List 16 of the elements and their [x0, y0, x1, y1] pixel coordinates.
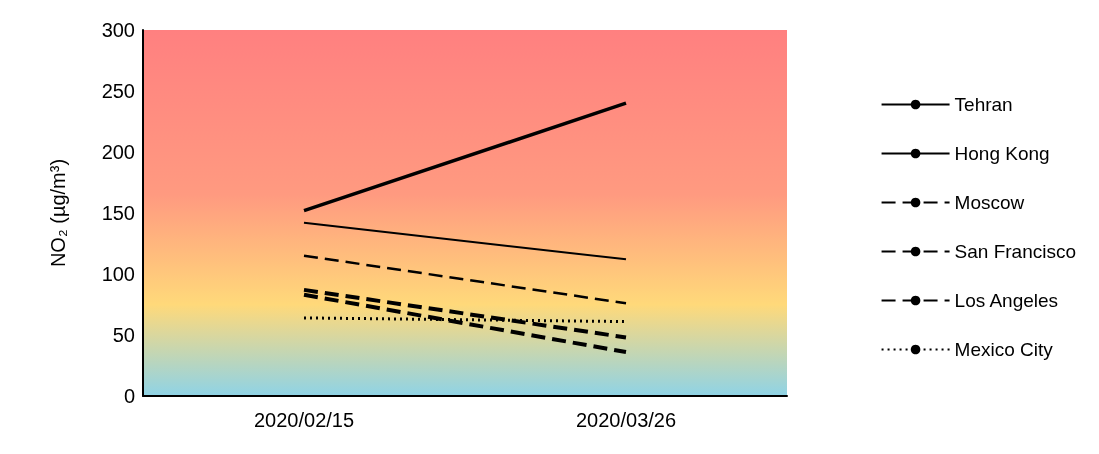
- y-axis-title: NO₂ (µg/m³): [47, 158, 69, 268]
- legend-label: Hong Kong: [954, 143, 1050, 164]
- y-tick-label: 300: [101, 19, 135, 41]
- y-tick-label: 100: [101, 263, 135, 285]
- y-tick-label: 0: [123, 385, 135, 407]
- legend-label: Mexico City: [954, 339, 1054, 360]
- legend-label: Tehran: [954, 94, 1013, 115]
- y-tick-label: 250: [101, 80, 135, 102]
- legend-label: San Francisco: [954, 241, 1077, 262]
- legend-label: Los Angeles: [954, 290, 1059, 311]
- x-tick-label: 2020/02/15: [253, 409, 355, 431]
- y-tick-label: 50: [112, 324, 135, 346]
- y-tick-label: 150: [101, 202, 135, 224]
- x-tick-label: 2020/03/26: [575, 409, 677, 431]
- y-tick-label: 200: [101, 141, 135, 163]
- legend-label: Moscow: [954, 192, 1025, 213]
